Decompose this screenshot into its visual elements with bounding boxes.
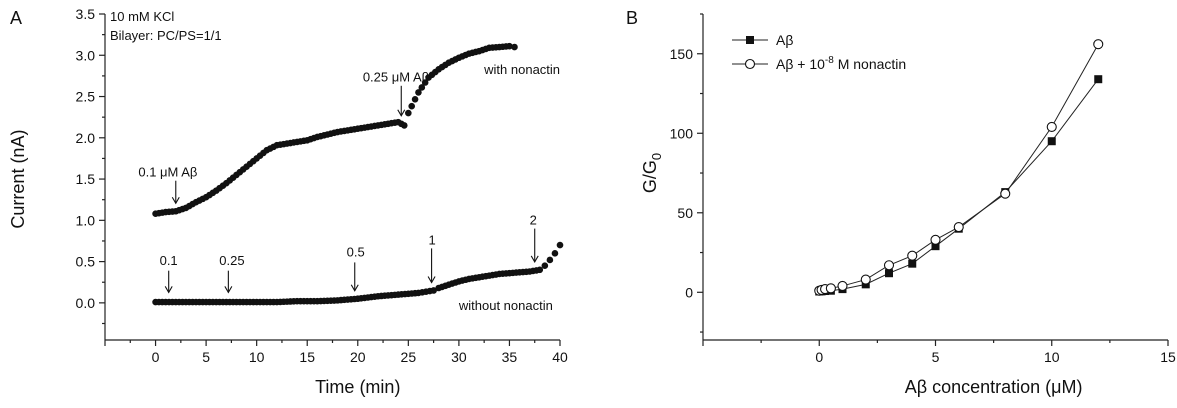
panel-a-data-point [511,43,518,51]
panel-a-data-point [421,79,429,86]
annotation-label: 0.25 μM Aβ [363,70,429,85]
legend-marker-abeta [746,36,754,44]
panel-a-data-point [506,42,513,50]
annotation-label: 0.5 [347,245,365,260]
panel-a-y-tick-label: 1.5 [76,171,96,187]
panel-a-axes: 0 5 10 15 20 25 30 35 40 0.0 0.5 1.0 1.5 2.0 2.5 3.0 3.5 [76,6,568,365]
panel-a-letter: A [10,8,22,28]
panel-a-marks: with nonactin without nonactin 0.1 μM Aβ 0.… [138,42,564,313]
panel-b-y-tick-label: 100 [670,125,694,141]
panel-a-y-tick-label: 3.0 [76,47,96,63]
panel-a-x-tick-label: 0 [152,349,160,365]
panel-b-point-nonactin [883,260,895,271]
panel-b-point-abeta [931,242,940,251]
panel-b-point-nonactin [907,250,918,261]
panel-a-data-point [405,109,412,117]
panel-b-y-axis-title: G/G0 [640,153,664,193]
panel-a-data-point [536,266,544,274]
panel-b-point-abeta [1094,75,1103,84]
legend-label-nonactin-exponent: -8 [825,55,834,66]
panel-b-point-nonactin [837,280,848,291]
panel-a-data-point [418,84,426,91]
condition-bilayer-label: Bilayer: PC/PS=1/1 [110,28,222,43]
panel-b-point-nonactin [825,283,836,294]
panel-a-data-point [408,102,416,110]
annotation-label: 0.25 [219,253,244,268]
panel-a-y-tick-label: 1.0 [76,212,96,228]
panel-b-y-axis-title-main: G/G [640,160,660,193]
annotation-label: 0.1 μM Aβ [138,165,197,180]
panel-b-series-line [819,43,1099,292]
panel-a-x-tick-label: 25 [401,349,417,365]
panel-a-y-tick-label: 2.5 [76,89,96,105]
panel-b-legend: Aβ Aβ + 10-8 M nonactin [732,32,906,72]
panel-b-point-nonactin [1046,121,1057,132]
panel-b-y-tick-label: 150 [670,46,694,62]
annotation-arrowhead [350,284,359,292]
condition-kcl-label: 10 mM KCl [110,9,174,24]
series-label-without-nonactin: without nonactin [458,298,553,313]
legend-label-nonactin: Aβ + 10-8 M nonactin [776,55,906,72]
annotation-arrowhead [224,286,233,294]
panel-b-letter: B [626,8,638,28]
svg-text:G/G0: G/G0 [640,153,664,193]
legend-marker-nonactin [744,58,756,70]
panel-a-data-point [415,89,422,96]
panel-a-data-point [541,262,549,270]
annotation-label: 0.1 [160,253,178,268]
panel-b-point-nonactin [930,234,941,245]
panel-a-x-tick-label: 30 [451,349,467,365]
legend-label-nonactin-main: Aβ + 10 [776,56,825,72]
panel-b-y-axis-title-subscript: 0 [649,153,664,160]
legend-label-nonactin-suffix: M nonactin [834,56,906,72]
panel-b-point-nonactin [860,274,871,285]
panel-b-point-nonactin [1093,39,1104,50]
panel-b-series-line [819,78,1099,292]
panel-a-x-tick-label: 35 [502,349,518,365]
panel-a-x-axis-title: Time (min) [315,377,400,397]
annotation-arrowhead [164,286,173,294]
panel-b-point-nonactin [1000,188,1011,199]
annotation-label: 2 [530,212,537,227]
panel-a-data-point [556,241,564,249]
panel-a-y-axis-title: Current (nA) [8,130,28,229]
panel-b-point-abeta [1047,137,1056,146]
panel-a-data-point [551,250,559,257]
panel-a-x-tick-label: 10 [249,349,265,365]
panel-a-x-tick-label: 40 [552,349,568,365]
panel-a-data-point [411,95,419,103]
series-label-with-nonactin: with nonactin [483,62,560,77]
annotation-label: 1 [429,232,436,247]
panel-a: A 10 mM KCl Bilayer: PC/PS=1/1 0 5 10 15 20 2… [8,6,568,397]
panel-b-x-tick-label: 10 [1044,349,1060,365]
panel-b-marks [814,39,1104,296]
panel-a-x-tick-label: 20 [350,349,366,365]
annotation-arrowhead [427,276,436,284]
panel-a-x-tick-label: 15 [299,349,315,365]
panel-b-y-tick-label: 50 [677,205,693,221]
legend-label-abeta: Aβ [776,32,793,48]
panel-a-y-tick-label: 2.0 [76,130,96,146]
panel-b-x-tick-label: 15 [1160,349,1176,365]
annotation-arrowhead [397,109,406,117]
panel-a-x-tick-label: 5 [202,349,210,365]
panel-a-data-point [430,287,437,294]
panel-b-point-nonactin [953,222,964,233]
panel-a-y-tick-label: 0.0 [76,295,96,311]
annotation-arrowhead [171,196,180,205]
panel-a-data-point [546,256,554,264]
panel-a-data-point [400,122,408,129]
panel-b-point-abeta [885,269,893,278]
annotation-arrowhead [530,255,539,263]
panel-a-y-tick-label: 0.5 [76,254,96,270]
panel-b-point-abeta [908,259,917,268]
panel-b-y-tick-label: 0 [685,284,693,300]
panel-a-y-tick-label: 3.5 [76,6,96,22]
panel-b-x-tick-label: 0 [815,349,823,365]
panel-b-x-axis-title: Aβ concentration (μM) [905,377,1083,397]
panel-b-x-tick-label: 5 [932,349,940,365]
